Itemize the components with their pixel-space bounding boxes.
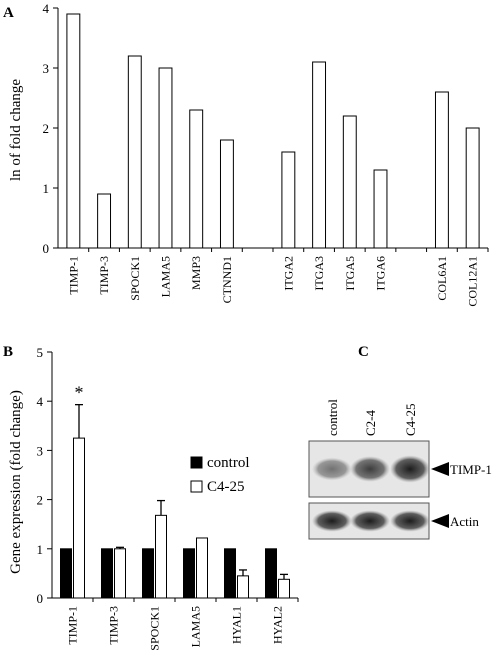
band-timp-1-c4-25 <box>390 455 430 483</box>
band-label-timp-1: TIMP-1 <box>450 462 492 477</box>
category-label-col6a1: COL6A1 <box>435 256 449 301</box>
bar-spock1 <box>127 55 142 249</box>
panel-c-letter: C <box>358 344 369 360</box>
blot-images: TIMP-1 Actin <box>308 440 492 540</box>
band-label-actin: Actin <box>450 514 479 529</box>
legend-swatch-control <box>190 456 203 469</box>
panel-b-letter: B <box>3 344 13 360</box>
bar-timp-1 <box>66 13 81 249</box>
category-label-itga6: ITGA6 <box>374 256 388 291</box>
lane-label-c2-4: C2-4 <box>363 410 378 437</box>
panel-a-bars <box>66 13 480 249</box>
panel-a-y-tick-label: 0 <box>43 241 50 256</box>
panel-a-y-tick-label: 4 <box>43 1 50 16</box>
category-label-spock1: SPOCK1 <box>128 256 142 301</box>
bar-timp-3 <box>97 193 112 249</box>
category-label-mmp3: MMP3 <box>189 256 203 290</box>
bar-c4-25-timp-3 <box>114 548 126 599</box>
band-actin-c4-25 <box>390 510 430 532</box>
category-label-col12a1: COL12A1 <box>466 256 480 307</box>
lane-label-c4-25: C4-25 <box>403 404 418 437</box>
category-label-timp-3: TIMP-3 <box>97 256 111 295</box>
lane-label-control: control <box>325 399 340 436</box>
bar-col6a1 <box>434 91 449 249</box>
chart-panel-a: A ln of fold change 0 1 2 3 4 TIMP-1 TIMP-3 SP… <box>3 1 489 307</box>
category-label-ctnnd1: CTNND1 <box>220 256 234 303</box>
arrow-timp-1 <box>431 462 449 476</box>
category-label-lama5: LAMA5 <box>159 256 173 297</box>
category-label-spock1: SPOCK1 <box>148 606 162 651</box>
panel-b-bars: * <box>60 383 290 599</box>
bar-c4-25-spock1 <box>155 514 167 599</box>
bar-control-hyal1 <box>224 548 236 599</box>
bar-c4-25-hyal1 <box>237 575 249 599</box>
band-timp-1-c2-4 <box>350 456 390 482</box>
bar-control-lama5 <box>183 548 195 599</box>
panel-b-y-tick-label: 5 <box>37 345 44 360</box>
panel-b-y-tick-label: 3 <box>37 443 44 458</box>
bar-control-hyal2 <box>265 548 277 599</box>
category-label-itga3: ITGA3 <box>312 256 326 291</box>
panel-b-y-tick-label: 4 <box>37 394 44 409</box>
arrow-actin <box>431 514 449 528</box>
bar-lama5 <box>158 67 173 249</box>
panel-a-letter: A <box>3 5 14 21</box>
bar-c4-25-timp-1 <box>73 437 85 599</box>
blot-lane-labels: control C2-4 C4-25 <box>325 399 418 436</box>
bar-control-spock1 <box>142 548 154 599</box>
panel-a-y-tick-label: 2 <box>43 121 50 136</box>
category-label-itga2: ITGA2 <box>281 256 295 291</box>
panel-b-category-labels: TIMP-1 TIMP-3 SPOCK1 LAMA5 HYAL1 HYAL2 <box>66 606 285 651</box>
band-timp-1-control <box>312 457 352 481</box>
category-label-timp-1: TIMP-1 <box>66 606 80 645</box>
category-label-itga5: ITGA5 <box>343 256 357 291</box>
chart-panel-b: B Gene expression (fold change) 0 1 2 3 4 5 *… <box>3 344 299 651</box>
legend-swatch-c4-25 <box>190 480 203 493</box>
western-blot-panel-c: C control C2-4 C4-25 TIMP-1 Actin <box>308 344 492 540</box>
category-label-lama5: LAMA5 <box>189 606 203 647</box>
bar-mmp3 <box>189 109 204 249</box>
bar-col12a1 <box>465 127 480 249</box>
panel-a-y-axis-label: ln of fold change <box>8 79 24 181</box>
category-label-timp-3: TIMP-3 <box>107 606 121 645</box>
panel-b-y-tick-label: 1 <box>37 542 44 557</box>
panel-b-axes: 0 1 2 3 4 5 <box>37 345 299 606</box>
panel-b-legend: control C4-25 <box>190 455 250 495</box>
band-actin-control <box>312 510 352 532</box>
category-label-hyal1: HYAL1 <box>230 606 244 644</box>
significance-asterisk: * <box>75 383 84 403</box>
category-label-hyal2: HYAL2 <box>271 606 285 644</box>
bar-ctnnd1 <box>219 139 234 249</box>
bar-itga3 <box>312 61 327 249</box>
bar-control-timp-3 <box>101 548 113 599</box>
panel-a-category-labels: TIMP-1 TIMP-3 SPOCK1 LAMA5 MMP3 CTNND1 ITGA2 IT… <box>66 256 479 307</box>
panel-b-y-tick-label: 0 <box>37 591 44 606</box>
bar-itga2 <box>281 151 296 249</box>
bar-control-timp-1 <box>60 548 72 599</box>
legend-label-c4-25: C4-25 <box>207 479 245 495</box>
legend-label-control: control <box>207 455 250 471</box>
panel-b-y-tick-label: 2 <box>37 493 44 508</box>
band-actin-c2-4 <box>350 510 390 532</box>
bar-c4-25-hyal2 <box>278 578 290 599</box>
panel-a-y-tick-label: 3 <box>43 61 50 76</box>
panel-a-y-tick-label: 1 <box>43 181 50 196</box>
bar-itga5 <box>342 115 357 249</box>
category-label-timp-1: TIMP-1 <box>66 256 80 295</box>
bar-itga6 <box>373 169 388 249</box>
panel-b-y-axis-label: Gene expression (fold change) <box>8 390 24 574</box>
bar-c4-25-lama5 <box>196 537 208 599</box>
